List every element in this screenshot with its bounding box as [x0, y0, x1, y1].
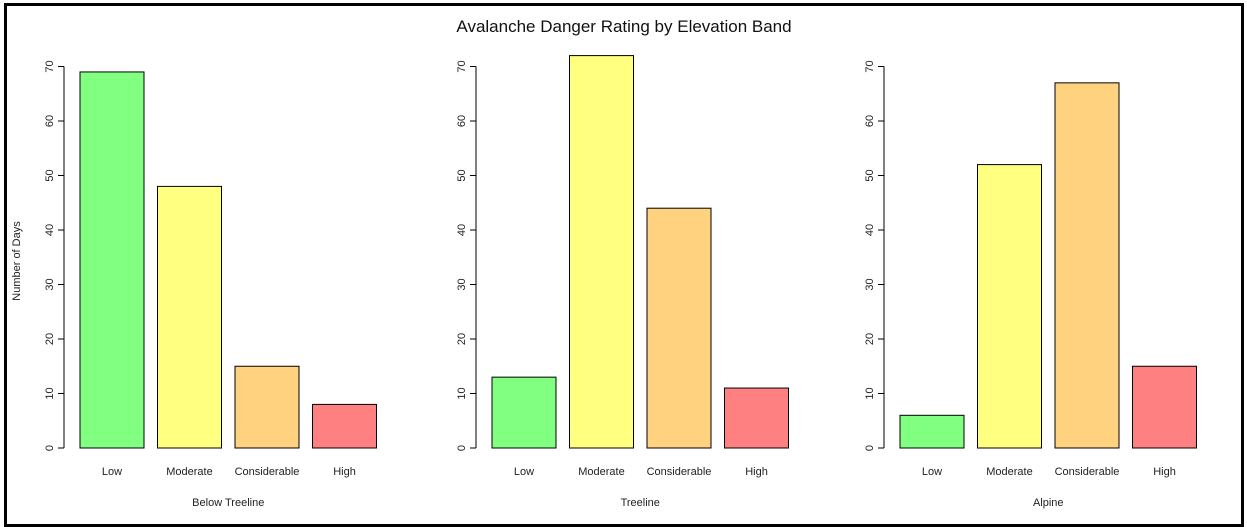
bar-considerable — [1054, 82, 1120, 449]
y-tick-label: 20 — [864, 333, 876, 345]
y-tick-label: 40 — [456, 224, 468, 236]
y-tick-label: 30 — [44, 278, 56, 290]
figure-frame: Avalanche Danger Rating by Elevation Ban… — [4, 3, 1244, 527]
bar-high — [1132, 365, 1197, 449]
y-tick-label: 70 — [44, 60, 56, 72]
bar-low — [491, 376, 557, 449]
category-label: Moderate — [166, 466, 212, 478]
y-tick-label: 50 — [456, 169, 468, 181]
category-label: High — [745, 466, 768, 478]
category-label: Considerable — [1055, 466, 1120, 478]
bar-moderate — [977, 164, 1042, 449]
chart-panel: 0 10 20 30 40 50 60 70 Low Moderate Considerable Hi… — [456, 55, 789, 509]
y-tick-label: 70 — [864, 60, 876, 72]
bar-considerable — [646, 207, 712, 449]
bar-high — [312, 403, 377, 449]
category-label: High — [1153, 466, 1176, 478]
figure-title: Avalanche Danger Rating by Elevation Ban… — [456, 17, 791, 36]
category-label: Low — [922, 466, 942, 478]
category-label: Low — [102, 466, 122, 478]
y-tick-label: 50 — [864, 169, 876, 181]
y-tick-label: 60 — [864, 115, 876, 127]
bar-low — [899, 414, 965, 449]
y-tick-label: 40 — [864, 224, 876, 236]
y-tick-label: 10 — [44, 387, 56, 399]
bar-moderate — [157, 185, 222, 449]
y-tick-label: 0 — [456, 445, 468, 451]
category-label: Moderate — [578, 466, 624, 478]
x-axis-label: Treeline — [621, 497, 660, 509]
category-label: Considerable — [647, 466, 712, 478]
x-axis-label: Below Treeline — [192, 497, 264, 509]
bar-considerable — [234, 365, 300, 449]
bar-moderate — [569, 55, 634, 449]
bar-high — [724, 387, 789, 449]
chart-panel: 0 10 20 30 40 50 60 70 Low Moderate Considerable Hi… — [864, 60, 1197, 509]
bar-low — [79, 71, 145, 449]
y-tick-label: 40 — [44, 224, 56, 236]
category-label: High — [333, 466, 356, 478]
chart-panel: 0 10 20 30 40 50 60 70 Number of Days Low Moderate… — [11, 60, 377, 509]
y-tick-label: 20 — [456, 333, 468, 345]
y-tick-label: 70 — [456, 60, 468, 72]
y-axis-label: Number of Days — [11, 221, 23, 301]
y-tick-label: 10 — [456, 387, 468, 399]
y-tick-label: 30 — [864, 278, 876, 290]
category-label: Moderate — [986, 466, 1032, 478]
chart-panels: 0 10 20 30 40 50 60 70 Number of Days Low Moderate… — [11, 55, 1197, 509]
y-tick-label: 60 — [456, 115, 468, 127]
y-tick-label: 60 — [44, 115, 56, 127]
x-axis-label: Alpine — [1033, 497, 1064, 509]
category-label: Low — [514, 466, 534, 478]
y-tick-label: 0 — [864, 445, 876, 451]
y-tick-label: 0 — [44, 445, 56, 451]
category-label: Considerable — [235, 466, 300, 478]
y-tick-label: 20 — [44, 333, 56, 345]
bar-charts-figure: Avalanche Danger Rating by Elevation Ban… — [11, 17, 1197, 509]
y-tick-label: 10 — [864, 387, 876, 399]
y-tick-label: 50 — [44, 169, 56, 181]
y-tick-label: 30 — [456, 278, 468, 290]
